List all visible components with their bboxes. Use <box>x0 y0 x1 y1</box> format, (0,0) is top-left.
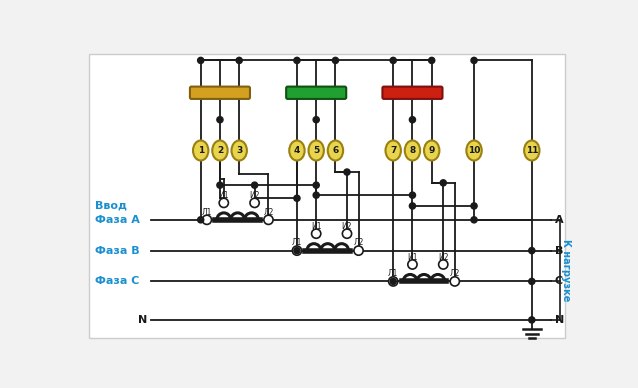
Circle shape <box>313 182 319 188</box>
Text: 9: 9 <box>429 146 435 155</box>
Ellipse shape <box>328 140 343 161</box>
Circle shape <box>471 203 477 209</box>
Ellipse shape <box>289 140 305 161</box>
Circle shape <box>390 278 396 284</box>
Circle shape <box>529 278 535 284</box>
Circle shape <box>264 215 273 224</box>
Circle shape <box>251 182 258 188</box>
Ellipse shape <box>193 140 209 161</box>
Ellipse shape <box>385 140 401 161</box>
Text: Л1: Л1 <box>292 238 302 248</box>
Circle shape <box>294 57 300 64</box>
Text: 5: 5 <box>313 146 320 155</box>
Circle shape <box>250 198 259 208</box>
Text: Л2: Л2 <box>263 208 274 217</box>
Text: 6: 6 <box>332 146 339 155</box>
Ellipse shape <box>232 140 247 161</box>
Text: К нагрузке: К нагрузке <box>561 239 572 301</box>
Text: Л1: Л1 <box>202 208 212 217</box>
FancyBboxPatch shape <box>286 87 346 99</box>
Text: И1: И1 <box>219 191 229 201</box>
Circle shape <box>202 215 211 224</box>
Text: 3: 3 <box>236 146 242 155</box>
Text: N: N <box>555 315 564 325</box>
Circle shape <box>471 217 477 223</box>
Circle shape <box>292 246 302 255</box>
Circle shape <box>219 198 228 208</box>
Circle shape <box>198 217 204 223</box>
Text: N: N <box>138 315 147 325</box>
Circle shape <box>311 229 321 238</box>
Ellipse shape <box>424 140 440 161</box>
Text: А: А <box>555 215 563 225</box>
Circle shape <box>313 192 319 198</box>
Circle shape <box>450 277 459 286</box>
Circle shape <box>294 195 300 201</box>
Circle shape <box>408 260 417 269</box>
Text: И2: И2 <box>342 222 352 231</box>
Text: С: С <box>555 276 563 286</box>
Text: И1: И1 <box>311 222 322 231</box>
Text: 8: 8 <box>410 146 415 155</box>
Circle shape <box>390 57 396 64</box>
Text: Л2: Л2 <box>450 269 460 278</box>
Circle shape <box>429 57 434 64</box>
Text: И2: И2 <box>249 191 260 201</box>
Text: Л1: Л1 <box>388 269 398 278</box>
Circle shape <box>439 260 448 269</box>
Circle shape <box>313 117 319 123</box>
Circle shape <box>354 246 363 255</box>
Text: Фаза С: Фаза С <box>95 276 140 286</box>
Text: Ввод: Ввод <box>95 201 127 211</box>
Text: 7: 7 <box>390 146 396 155</box>
Text: 2: 2 <box>217 146 223 155</box>
FancyBboxPatch shape <box>382 87 443 99</box>
Text: 11: 11 <box>526 146 538 155</box>
Circle shape <box>294 248 300 254</box>
FancyBboxPatch shape <box>190 87 250 99</box>
Circle shape <box>236 57 242 64</box>
Text: В: В <box>555 246 563 256</box>
Circle shape <box>217 182 223 188</box>
Text: Фаза А: Фаза А <box>95 215 140 225</box>
Text: 4: 4 <box>293 146 300 155</box>
Circle shape <box>198 57 204 64</box>
Circle shape <box>410 117 415 123</box>
Text: Л2: Л2 <box>353 238 364 248</box>
Ellipse shape <box>404 140 420 161</box>
Circle shape <box>217 117 223 123</box>
Ellipse shape <box>466 140 482 161</box>
Text: Фаза В: Фаза В <box>95 246 140 256</box>
Text: 10: 10 <box>468 146 480 155</box>
Text: И2: И2 <box>438 253 449 262</box>
Circle shape <box>344 169 350 175</box>
Circle shape <box>389 277 398 286</box>
Ellipse shape <box>524 140 540 161</box>
Circle shape <box>332 57 339 64</box>
Circle shape <box>440 180 447 186</box>
Ellipse shape <box>309 140 324 161</box>
Circle shape <box>410 203 415 209</box>
Circle shape <box>529 317 535 323</box>
Text: 1: 1 <box>198 146 204 155</box>
FancyBboxPatch shape <box>89 54 565 338</box>
Circle shape <box>410 192 415 198</box>
Text: И1: И1 <box>407 253 418 262</box>
Ellipse shape <box>212 140 228 161</box>
Circle shape <box>343 229 352 238</box>
Circle shape <box>471 57 477 64</box>
Circle shape <box>529 248 535 254</box>
